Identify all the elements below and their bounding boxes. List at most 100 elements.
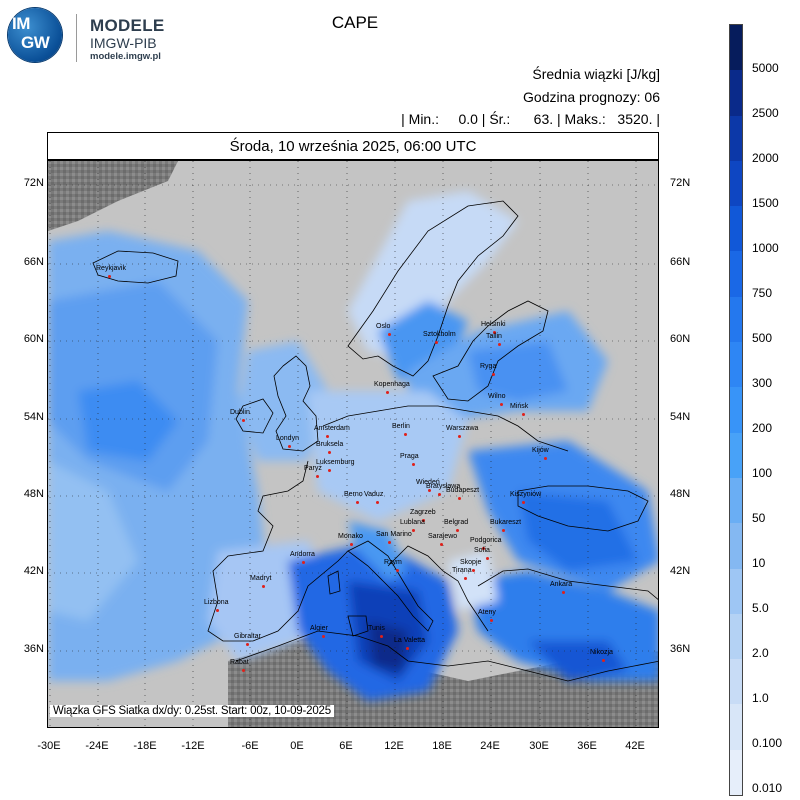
city-label: Monako [338, 533, 363, 540]
city-marker [246, 643, 249, 646]
city-label: Warszawa [446, 425, 479, 432]
lon-label: -12E [181, 740, 205, 752]
lat-label-right: 42N [670, 565, 691, 577]
city-marker [386, 391, 389, 394]
logo-line-2: GW [21, 33, 50, 52]
color-scale-label: 1500 [752, 196, 779, 210]
city-marker [482, 547, 485, 550]
city-marker [396, 569, 399, 572]
city-label: Helsinki [481, 321, 506, 328]
lat-label-right: 66N [670, 256, 691, 268]
city-marker [522, 501, 525, 504]
color-scale-label: 2.0 [752, 646, 769, 660]
city-label: Wilno [488, 393, 506, 400]
info-stats: | Min.: 0.0 | Śr.: 63. | Maks.: 3520. | [401, 111, 660, 127]
city-label: Madryt [250, 575, 272, 582]
city-label: Wiedeń [416, 479, 440, 486]
info-forecast-hour: Godzina prognozy: 06 [523, 89, 660, 105]
lon-label: -6E [241, 740, 259, 752]
city-marker [522, 413, 525, 416]
brand-subname: IMGW-PIB [90, 35, 157, 51]
city-label: Londyn [276, 435, 299, 442]
color-scale-segment [730, 115, 742, 162]
city-marker [388, 541, 391, 544]
city-marker [242, 419, 245, 422]
lon-label: 24E [480, 740, 500, 752]
city-marker [602, 659, 605, 662]
city-label: Lublana [400, 519, 425, 526]
color-scale-segment [730, 251, 742, 298]
city-marker [322, 635, 325, 638]
brand-url[interactable]: modele.imgw.pl [90, 51, 161, 62]
city-marker [486, 557, 489, 560]
city-marker [388, 333, 391, 336]
brand-name: MODELE [90, 16, 165, 35]
lat-label-left: 36N [23, 643, 44, 655]
city-marker [288, 445, 291, 448]
city-label: La Valetta [394, 637, 426, 644]
city-marker [464, 577, 467, 580]
city-marker [422, 519, 425, 522]
city-marker [404, 433, 407, 436]
lon-label: -24E [85, 740, 109, 752]
color-scale-segment [730, 342, 742, 388]
city-label: Gibraltar [234, 633, 261, 640]
info-field-label: Średnia wiązki [J/kg] [532, 66, 660, 82]
color-scale-label: 100 [752, 466, 773, 480]
graticule [48, 161, 658, 727]
color-scale-segment [730, 70, 742, 117]
city-marker [458, 497, 461, 500]
color-scale-label: 500 [752, 331, 773, 345]
city-label: Dublin [230, 409, 250, 416]
city-marker [438, 493, 441, 496]
city-marker [544, 457, 547, 460]
lon-label: 36E [577, 740, 597, 752]
lat-label-right: 54N [670, 411, 691, 423]
lat-label-left: 60N [23, 333, 44, 345]
color-scale-segment [730, 477, 742, 524]
city-label: Ankara [550, 581, 573, 588]
cape-map [48, 161, 658, 727]
city-marker [406, 647, 409, 650]
color-scale-label: 5000 [752, 61, 779, 75]
city-marker [498, 343, 501, 346]
city-marker [316, 475, 319, 478]
city-marker [302, 561, 305, 564]
color-scale-label: 200 [752, 421, 773, 435]
city-label: Bukareszt [490, 519, 522, 526]
lon-label: 12E [384, 740, 404, 752]
color-scale-segment [730, 523, 742, 570]
city-label: Nikozja [590, 649, 613, 656]
city-marker [326, 435, 329, 438]
color-scale-segment [730, 704, 742, 751]
city-label: Luksemburg [316, 459, 355, 466]
logo-emblem: IM GW [8, 8, 62, 62]
logo-line-1: IM [12, 14, 30, 33]
city-label: Kijów [532, 447, 549, 454]
city-label: Sarajewo [428, 533, 458, 540]
color-scale-segment [730, 749, 742, 796]
cape-fields [48, 191, 658, 701]
city-label: Rabat [230, 659, 249, 666]
lon-label: -30E [37, 740, 61, 752]
city-marker [456, 529, 459, 532]
color-scale-segment [730, 206, 742, 252]
color-scale-label: 750 [752, 286, 773, 300]
color-scale-label: 2000 [752, 151, 779, 165]
color-scale-segment [730, 432, 742, 479]
lon-label: 42E [625, 740, 645, 752]
lon-label: 6E [339, 740, 353, 752]
color-scale-label: 2500 [752, 106, 779, 120]
city-marker [108, 275, 111, 278]
city-label: Tallin [486, 333, 502, 340]
city-label: Belgrad [444, 519, 469, 526]
city-marker [350, 543, 353, 546]
city-marker [412, 529, 415, 532]
lat-label-right: 48N [670, 488, 691, 500]
city-label: Zagrzeb [410, 509, 436, 516]
lon-label: 18E [432, 740, 452, 752]
city-label: Berlin [392, 423, 410, 430]
map-area: Reykjavik Oslo Sztokholm Helsinki Tallin Ryga… [47, 160, 659, 728]
city-label: San Marino [376, 531, 412, 538]
lon-label: -18E [133, 740, 157, 752]
